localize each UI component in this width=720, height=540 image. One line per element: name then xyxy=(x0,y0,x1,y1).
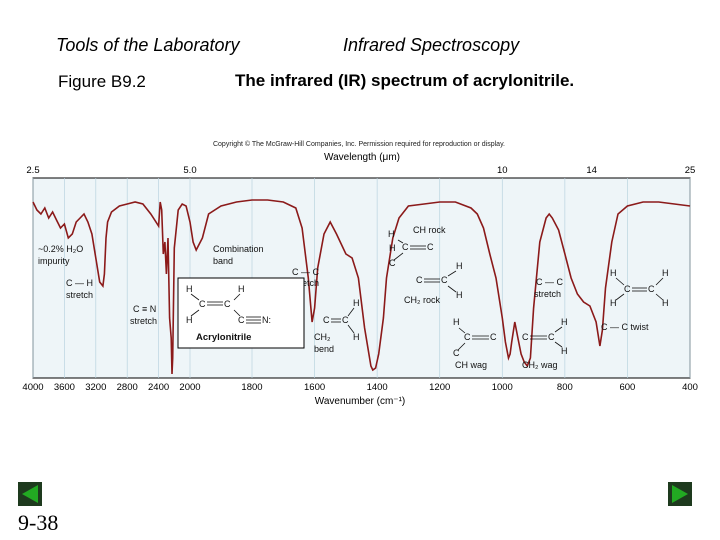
annot-ch2-bend-1: CH₂ xyxy=(314,332,331,342)
atom-h-7: H xyxy=(389,243,396,253)
annot-water-2: impurity xyxy=(38,256,70,266)
annot-ch-wag: CH wag xyxy=(455,360,487,370)
bottom-tick-label-2: 3200 xyxy=(85,382,106,393)
atom-c-17: C xyxy=(648,284,655,294)
atom-h-4: H xyxy=(353,298,360,308)
annot-cn-stretch-2: stretch xyxy=(130,316,157,326)
annot-combination-1: Combination xyxy=(213,244,264,254)
atom-c-12: C xyxy=(490,332,497,342)
top-tick-label-4: 25 xyxy=(685,165,696,176)
molecule-box xyxy=(177,277,305,349)
bottom-tick-label-3: 2800 xyxy=(117,382,138,393)
top-tick-label-2: 10 xyxy=(497,165,508,176)
atom-c-9: C xyxy=(416,275,423,285)
bottom-tick-label-6: 1800 xyxy=(241,382,262,393)
top-tick-label-0: 2.5 xyxy=(26,165,39,176)
annot-cc-stretch2-2: stretch xyxy=(534,289,561,299)
atom-c-14: C xyxy=(522,332,529,342)
annot-ch2-rock: CH₂ rock xyxy=(404,295,440,305)
bottom-tick-label-11: 800 xyxy=(557,382,573,393)
bottom-tick-label-10: 1000 xyxy=(492,382,513,393)
atom-c-13: C xyxy=(453,348,460,358)
atom-c-1: C xyxy=(199,299,206,309)
atom-h-5: H xyxy=(353,332,360,342)
atom-h-11: H xyxy=(561,317,568,327)
atom-h-14: H xyxy=(662,268,669,278)
header-right-title: Infrared Spectroscopy xyxy=(343,35,520,55)
atom-h-13: H xyxy=(610,268,617,278)
triangle-left-icon xyxy=(22,485,38,503)
bottom-tick-label-13: 400 xyxy=(682,382,698,393)
bottom-tick-label-4: 2400 xyxy=(148,382,169,393)
spectrum-line xyxy=(32,199,691,375)
atom-h-3: H xyxy=(186,315,193,325)
bottom-tick-label-8: 1400 xyxy=(367,382,388,393)
header-left-title: Tools of the Laboratory xyxy=(56,35,240,55)
annot-cc-twist: C — C twist xyxy=(601,322,649,332)
annot-cn-stretch-1: C ≡ N xyxy=(133,304,156,314)
atom-h-12: H xyxy=(561,346,568,356)
slide-number: 9-38 xyxy=(18,510,59,535)
bottom-tick-label-12: 600 xyxy=(619,382,635,393)
annot-cc-stretch-2: stretch xyxy=(292,278,319,288)
triangle-right-icon xyxy=(672,485,688,503)
annot-combination-2: band xyxy=(213,256,233,266)
bottom-tick-label-7: 1600 xyxy=(304,382,325,393)
atom-h-16: H xyxy=(662,298,669,308)
plot-area xyxy=(32,177,691,379)
bottom-tick-label-9: 1200 xyxy=(429,382,450,393)
copyright-notice: Copyright © The McGraw-Hill Companies, I… xyxy=(213,140,505,148)
atom-c-5: C xyxy=(342,315,349,325)
annot-cc-stretch2-1: C — C xyxy=(536,277,564,287)
annot-ch2-wag: CH₂ wag xyxy=(522,360,558,370)
atom-c-7: C xyxy=(427,242,434,252)
atom-h-1: H xyxy=(186,284,193,294)
atom-h-6: H xyxy=(388,229,395,239)
atom-c-3: C xyxy=(238,315,245,325)
annot-ch-stretch-1: C — H xyxy=(66,278,93,288)
atom-h-10: H xyxy=(453,317,460,327)
top-axis-label: Wavelength (μm) xyxy=(324,152,400,163)
figure-caption: The infrared (IR) spectrum of acrylonitr… xyxy=(235,71,575,90)
bottom-axis-ticks: 4000 3600 3200 2800 2400 2000 1800 1600 1400 1200… xyxy=(22,382,698,393)
annot-ch-stretch-2: stretch xyxy=(66,290,93,300)
annot-ch2-bend-2: bend xyxy=(314,344,334,354)
atom-c-15: C xyxy=(548,332,555,342)
atom-c-2: C xyxy=(224,299,231,309)
bottom-axis-label: Wavenumber (cm⁻¹) xyxy=(315,396,405,407)
atom-c-4: C xyxy=(323,315,330,325)
atom-h-2: H xyxy=(238,284,245,294)
atom-c-11: C xyxy=(464,332,471,342)
annot-ch-rock: CH rock xyxy=(413,225,446,235)
atom-c-8: C xyxy=(389,258,396,268)
top-axis-ticks: 2.5 5.0 10 14 25 xyxy=(26,165,695,176)
atom-c-6: C xyxy=(402,242,409,252)
bottom-tick-label-5: 2000 xyxy=(179,382,200,393)
atom-h-8: H xyxy=(456,261,463,271)
atom-c-16: C xyxy=(624,284,631,294)
ir-spectrum-chart: Copyright © The McGraw-Hill Companies, I… xyxy=(22,140,698,407)
atom-c-10: C xyxy=(441,275,448,285)
atom-h-15: H xyxy=(610,298,617,308)
molecule-name: Acrylonitrile xyxy=(196,332,251,343)
figure-label: Figure B9.2 xyxy=(58,72,146,91)
bottom-tick-label-1: 3600 xyxy=(54,382,75,393)
annot-cc-stretch-1: C — C xyxy=(292,267,320,277)
top-tick-label-3: 14 xyxy=(586,165,597,176)
atom-n-1: N: xyxy=(262,315,271,325)
bottom-tick-label-0: 4000 xyxy=(22,382,43,393)
atom-h-9: H xyxy=(456,290,463,300)
top-tick-label-1: 5.0 xyxy=(183,165,196,176)
next-slide-button[interactable] xyxy=(668,482,692,506)
prev-slide-button[interactable] xyxy=(18,482,42,506)
annot-water-1: ~0.2% H₂O xyxy=(38,244,83,254)
